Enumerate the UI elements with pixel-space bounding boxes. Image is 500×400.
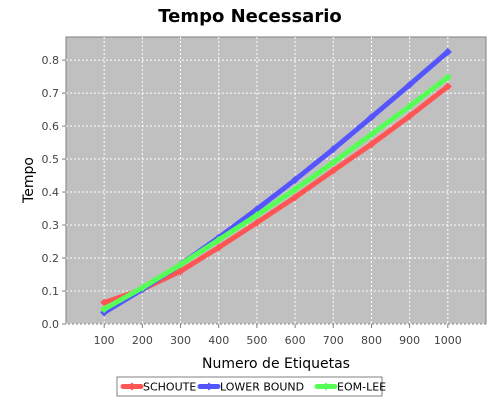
x-tick-label: 700: [323, 334, 344, 347]
chart-title: Tempo Necessario: [158, 6, 342, 27]
legend-label: EOM-LEE: [337, 381, 386, 394]
y-axis-label: Tempo: [21, 157, 37, 204]
y-tick-label: 0.1: [42, 285, 60, 298]
y-tick-label: 0.3: [42, 219, 60, 232]
x-tick-label: 100: [94, 334, 115, 347]
y-tick-label: 0.5: [42, 153, 60, 166]
y-tick-label: 0.4: [42, 186, 60, 199]
x-tick-label: 300: [170, 334, 191, 347]
x-tick-label: 800: [361, 334, 382, 347]
x-tick-label: 600: [285, 334, 306, 347]
legend: SCHOUTE LOWER BOUND EOM-LEE: [117, 377, 386, 396]
x-tick-label: 900: [399, 334, 420, 347]
x-tick-label: 200: [132, 334, 153, 347]
x-axis-label: Numero de Etiquetas: [202, 356, 350, 372]
y-tick-label: 0.2: [42, 252, 60, 265]
plot-area: [66, 37, 486, 324]
y-tick-label: 0.8: [42, 54, 60, 67]
x-tick-label: 500: [246, 334, 267, 347]
legend-label: LOWER BOUND: [220, 381, 304, 394]
x-tick-label: 400: [208, 334, 229, 347]
legend-label: SCHOUTE: [143, 381, 196, 394]
y-tick-label: 0.6: [42, 120, 60, 133]
y-tick-label: 0.7: [42, 87, 60, 100]
x-tick-label: 1000: [434, 334, 462, 347]
y-tick-label: 0.0: [42, 318, 60, 331]
